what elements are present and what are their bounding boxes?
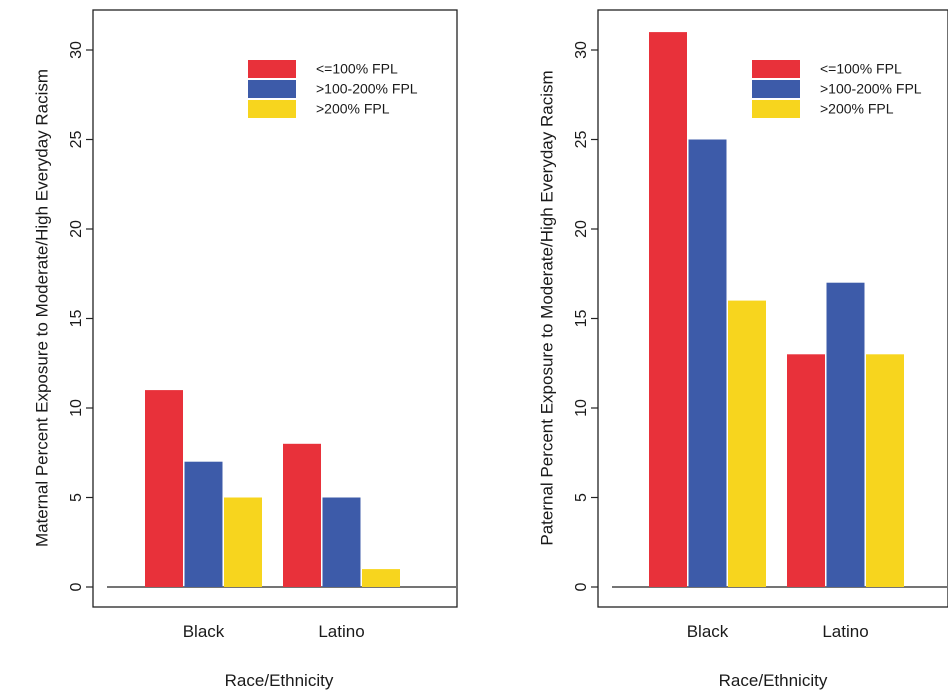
y-tick-label: 30 [573, 41, 590, 59]
legend-swatch [752, 80, 800, 98]
y-tick-label: 25 [68, 131, 85, 149]
plot-frame [597, 9, 948, 608]
y-tick-label: 25 [573, 131, 590, 149]
legend-swatch [752, 100, 800, 118]
y-tick-label: 20 [573, 220, 590, 238]
legend-label: <=100% FPL [316, 61, 398, 77]
plot-frame [92, 9, 458, 608]
legend-label: >100-200% FPL [316, 81, 418, 97]
bar-black-series-2 [184, 461, 223, 587]
bar-latino-series-2 [322, 497, 361, 587]
y-tick-label: 15 [573, 310, 590, 328]
y-tick-label: 0 [68, 582, 85, 591]
x-category-label: Latino [318, 622, 364, 641]
bar-latino-series-1 [787, 354, 825, 587]
y-tick-label: 5 [68, 493, 85, 502]
y-axis-title: Maternal Percent Exposure to Moderate/Hi… [32, 69, 51, 547]
y-tick-label: 30 [68, 41, 85, 59]
bar-latino-series-1 [283, 443, 321, 587]
x-category-label: Black [183, 622, 225, 641]
legend-label: >100-200% FPL [820, 81, 922, 97]
y-axis-title: Paternal Percent Exposure to Moderate/Hi… [537, 70, 556, 545]
x-category-label: Black [687, 622, 729, 641]
bar-latino-series-3 [866, 354, 904, 587]
chart-panel-1: 0 5 10 15 20 25 30 Black Latino <=100% FPL >100-20… [32, 9, 458, 690]
y-tick-label: 15 [68, 310, 85, 328]
bar-latino-series-2 [826, 282, 865, 587]
bar-black-series-2 [688, 139, 727, 587]
legend-label: >200% FPL [316, 101, 390, 117]
legend-label: <=100% FPL [820, 61, 902, 77]
legend-swatch [248, 100, 296, 118]
y-tick-label: 0 [573, 582, 590, 591]
legend-label: >200% FPL [820, 101, 894, 117]
y-tick-label: 10 [573, 399, 590, 417]
y-tick-label: 10 [68, 399, 85, 417]
y-tick-label: 20 [68, 220, 85, 238]
bar-black-series-1 [649, 32, 687, 588]
y-tick-label: 5 [573, 493, 590, 502]
legend-swatch [248, 60, 296, 78]
x-category-label: Latino [822, 622, 868, 641]
bar-black-series-3 [224, 497, 262, 587]
legend-swatch [248, 80, 296, 98]
bar-black-series-3 [728, 300, 766, 587]
bar-latino-series-3 [362, 569, 400, 587]
legend-swatch [752, 60, 800, 78]
x-axis-title: Race/Ethnicity [225, 671, 334, 690]
x-axis-title: Race/Ethnicity [719, 671, 828, 690]
chart-panel-2: 0 5 10 15 20 25 30 Black Latino <=100% FPL >100-20… [537, 9, 948, 690]
bar-black-series-1 [145, 390, 183, 587]
